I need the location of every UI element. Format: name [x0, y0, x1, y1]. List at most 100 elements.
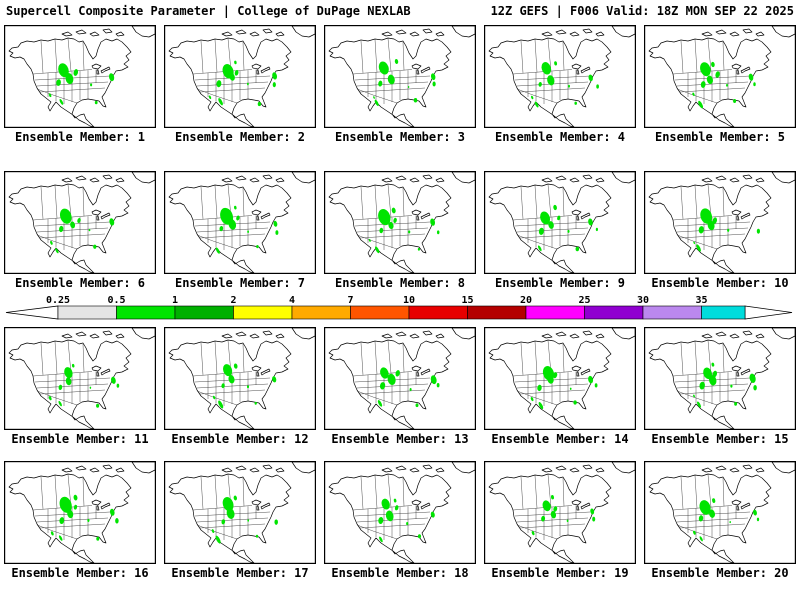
ensemble-member-label: Ensemble Member: 11	[11, 432, 149, 446]
ensemble-map-panel: Ensemble Member: 14	[484, 327, 636, 447]
ensemble-map-panel: Ensemble Member: 9	[484, 171, 636, 291]
north-america-map	[644, 171, 796, 274]
ensemble-member-label: Ensemble Member: 20	[651, 566, 789, 580]
colorbar-tick-label: 15	[461, 295, 473, 306]
ensemble-grid: Ensemble Member: 1 Ensemble Member: 2 En…	[0, 25, 800, 581]
ensemble-member-label: Ensemble Member: 4	[494, 130, 626, 144]
colorbar-tick-label: 7	[347, 295, 353, 306]
ensemble-map-panel: Ensemble Member: 1	[4, 25, 156, 145]
colorbar-segment	[584, 305, 644, 320]
north-america-map	[484, 461, 636, 564]
ensemble-member-label: Ensemble Member: 2	[174, 130, 306, 144]
scp-shading	[378, 498, 435, 543]
ensemble-member-label: Ensemble Member: 18	[331, 566, 469, 580]
colorbar-tick-label: 25	[578, 295, 590, 306]
scp-shading	[531, 495, 596, 536]
scp-shading	[537, 204, 598, 252]
colorbar-segment	[408, 305, 468, 320]
north-america-map	[484, 171, 636, 274]
scp-shading	[212, 363, 277, 409]
ensemble-member-label: Ensemble Member: 7	[174, 276, 306, 290]
ensemble-map-panel: Ensemble Member: 10	[644, 171, 796, 291]
scp-shading	[368, 207, 440, 254]
north-america-map	[324, 171, 476, 274]
panel-row-4: Ensemble Member: 16 Ensemble Member: 17 …	[0, 461, 800, 581]
colorbar-segment	[116, 305, 176, 320]
colorbar-segment	[233, 305, 293, 320]
scp-shading	[48, 363, 120, 408]
scp-shading	[50, 208, 115, 254]
ensemble-member-label: Ensemble Member: 19	[491, 566, 629, 580]
ensemble-map-panel: Ensemble Member: 17	[164, 461, 316, 581]
colorbar-over-arrow	[744, 305, 793, 320]
scp-shading	[530, 366, 598, 410]
ensemble-map-panel: Ensemble Member: 4	[484, 25, 636, 145]
scp-shading	[531, 61, 599, 108]
north-america-map	[164, 25, 316, 128]
ensemble-map-panel: Ensemble Member: 18	[324, 461, 476, 581]
scp-shading	[693, 362, 757, 408]
colorbar-segment	[525, 305, 585, 320]
north-america-map	[644, 461, 796, 564]
colorbar-segment	[701, 305, 746, 320]
run-valid-info: 12Z GEFS | F006 Valid: 18Z MON SEP 22 20…	[490, 4, 794, 18]
panel-row-1: Ensemble Member: 1 Ensemble Member: 2 En…	[0, 25, 800, 145]
scp-shading	[50, 494, 119, 541]
north-america-map	[484, 25, 636, 128]
scp-shading	[377, 367, 440, 408]
ensemble-map-panel: Ensemble Member: 20	[644, 461, 796, 581]
north-america-map	[4, 25, 156, 128]
panel-row-3: Ensemble Member: 11 Ensemble Member: 12 …	[0, 327, 800, 447]
north-america-map	[324, 25, 476, 128]
colorbar-tick-label: 2	[230, 295, 236, 306]
ensemble-member-label: Ensemble Member: 1	[14, 130, 146, 144]
scp-shading	[693, 208, 760, 252]
colorbar-tick-label: 20	[520, 295, 532, 306]
colorbar-segment	[467, 305, 527, 320]
ensemble-map-panel: Ensemble Member: 7	[164, 171, 316, 291]
colorbar-tick-label: 4	[289, 295, 295, 306]
ensemble-map-panel: Ensemble Member: 5	[644, 25, 796, 145]
ensemble-member-label: Ensemble Member: 13	[331, 432, 469, 446]
north-america-map	[4, 461, 156, 564]
scp-shading	[208, 60, 278, 107]
ensemble-map-panel: Ensemble Member: 3	[324, 25, 476, 145]
colorbar-scale: 0.25 0.5 1 2 4 7 10 15 20 25 30 35	[5, 295, 793, 320]
ensemble-member-label: Ensemble Member: 3	[334, 130, 466, 144]
north-america-map	[484, 327, 636, 430]
ensemble-member-label: Ensemble Member: 12	[171, 432, 309, 446]
colorbar: 0.25 0.5 1 2 4 7 10 15 20 25 30 35	[0, 293, 800, 323]
scp-shading	[692, 61, 756, 109]
colorbar-segment	[174, 305, 234, 320]
ensemble-map-panel: Ensemble Member: 2	[164, 25, 316, 145]
ensemble-map-panel: Ensemble Member: 8	[324, 171, 476, 291]
north-america-map	[4, 327, 156, 430]
ensemble-map-panel: Ensemble Member: 6	[4, 171, 156, 291]
scp-shading	[215, 205, 279, 254]
ensemble-member-label: Ensemble Member: 17	[171, 566, 309, 580]
ensemble-map-panel: Ensemble Member: 15	[644, 327, 796, 447]
colorbar-under-arrow	[5, 305, 59, 320]
ensemble-member-label: Ensemble Member: 14	[491, 432, 629, 446]
colorbar-segment	[291, 305, 351, 320]
colorbar-tick-label: 0.5	[107, 295, 125, 306]
colorbar-tick-label: 10	[403, 295, 415, 306]
ensemble-member-label: Ensemble Member: 15	[651, 432, 789, 446]
colorbar-tick-label: 0.25	[46, 295, 70, 306]
ensemble-map-panel: Ensemble Member: 16	[4, 461, 156, 581]
scp-shading	[693, 498, 760, 542]
ensemble-member-label: Ensemble Member: 6	[14, 276, 146, 290]
scp-shading	[48, 63, 115, 105]
colorbar-segment	[350, 305, 410, 320]
ensemble-member-label: Ensemble Member: 10	[651, 276, 789, 290]
ensemble-map-panel: Ensemble Member: 13	[324, 327, 476, 447]
ensemble-member-label: Ensemble Member: 9	[494, 276, 626, 290]
north-america-map	[644, 25, 796, 128]
north-america-map	[4, 171, 156, 274]
colorbar-tick-label: 1	[172, 295, 178, 306]
colorbar-tick-label: 30	[637, 295, 649, 306]
north-america-map	[644, 327, 796, 430]
north-america-map	[164, 171, 316, 274]
colorbar-segment	[57, 305, 117, 320]
north-america-map	[164, 327, 316, 430]
